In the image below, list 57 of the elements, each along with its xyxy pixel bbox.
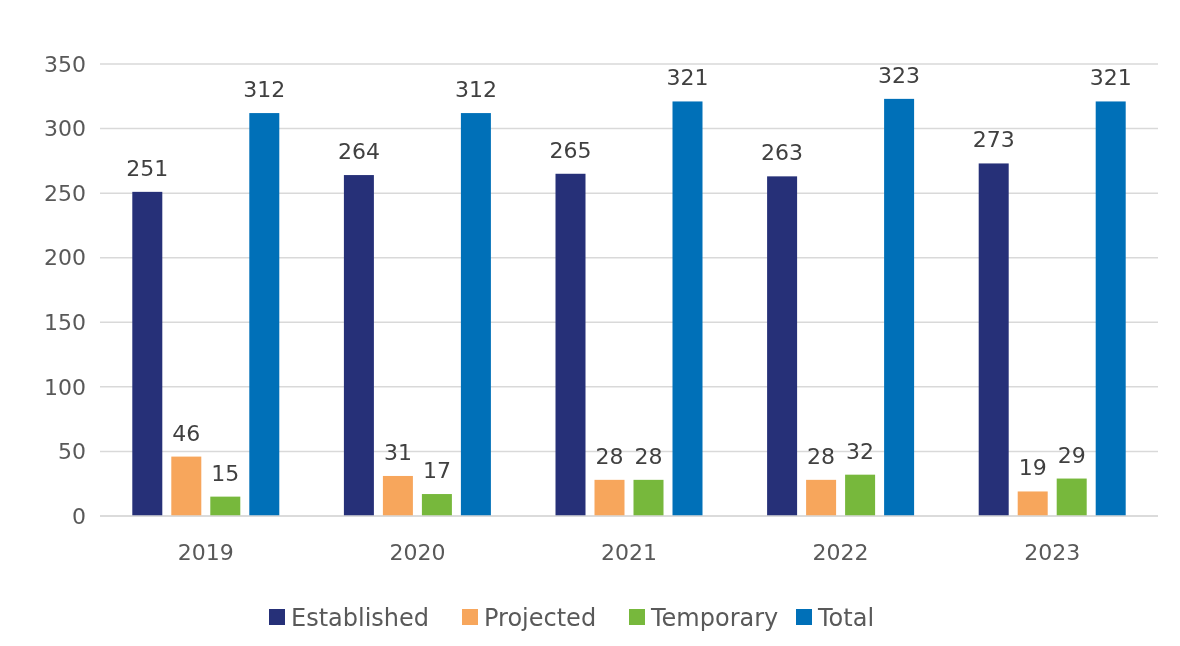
x-tick-label: 2020: [389, 540, 446, 565]
data-label: 251: [126, 155, 169, 181]
data-label: 312: [243, 77, 286, 103]
x-tick-label: 2021: [601, 540, 657, 565]
bar: [978, 163, 1009, 516]
bar: [1095, 101, 1126, 516]
bar: [845, 474, 876, 516]
y-tick-label: 100: [44, 374, 86, 400]
data-label: 46: [172, 420, 201, 446]
legend-label: Temporary: [650, 604, 779, 633]
legend-label: Established: [291, 604, 430, 633]
data-label: 28: [807, 443, 836, 469]
data-label: 265: [549, 137, 592, 163]
bar: [884, 98, 915, 516]
y-tick-label: 250: [44, 180, 86, 206]
y-tick-label: 0: [72, 503, 86, 529]
data-label: 28: [634, 443, 663, 469]
bar: [633, 479, 664, 516]
x-tick-label: 2023: [1024, 540, 1081, 565]
legend-label: Projected: [484, 604, 597, 633]
data-label: 263: [761, 140, 804, 166]
data-label: 273: [972, 127, 1015, 153]
legend-label: Total: [817, 604, 875, 633]
data-label: 323: [878, 62, 921, 88]
data-label: 312: [454, 77, 497, 103]
bar: [343, 175, 374, 516]
data-label: 321: [666, 65, 709, 91]
y-tick-label: 150: [44, 309, 86, 335]
data-label: 321: [1089, 65, 1132, 91]
bar: [594, 479, 625, 516]
bar: [767, 176, 798, 516]
bar: [382, 475, 413, 516]
bar: [171, 456, 202, 516]
data-label: 31: [383, 439, 412, 465]
data-label: 17: [422, 458, 451, 484]
bar: [1017, 491, 1048, 516]
data-label: 29: [1057, 442, 1086, 468]
bar: [555, 173, 586, 516]
bar: [460, 113, 491, 516]
data-label: 19: [1018, 455, 1047, 481]
bar: [806, 479, 837, 516]
y-tick-label: 50: [58, 439, 86, 465]
bar: [1056, 478, 1087, 516]
bar: [672, 101, 703, 516]
y-tick-label: 200: [44, 245, 86, 271]
y-tick-label: 300: [44, 116, 86, 142]
x-tick-label: 2019: [177, 540, 234, 565]
bar: [210, 496, 241, 516]
data-label: 32: [846, 438, 875, 464]
bar: [249, 113, 280, 516]
data-label: 28: [595, 443, 624, 469]
x-tick-label: 2022: [812, 540, 869, 565]
bar: [132, 191, 163, 516]
bar: [421, 494, 452, 516]
data-label: 264: [337, 139, 380, 165]
data-label: 15: [211, 460, 240, 486]
y-tick-label: 350: [44, 51, 86, 77]
